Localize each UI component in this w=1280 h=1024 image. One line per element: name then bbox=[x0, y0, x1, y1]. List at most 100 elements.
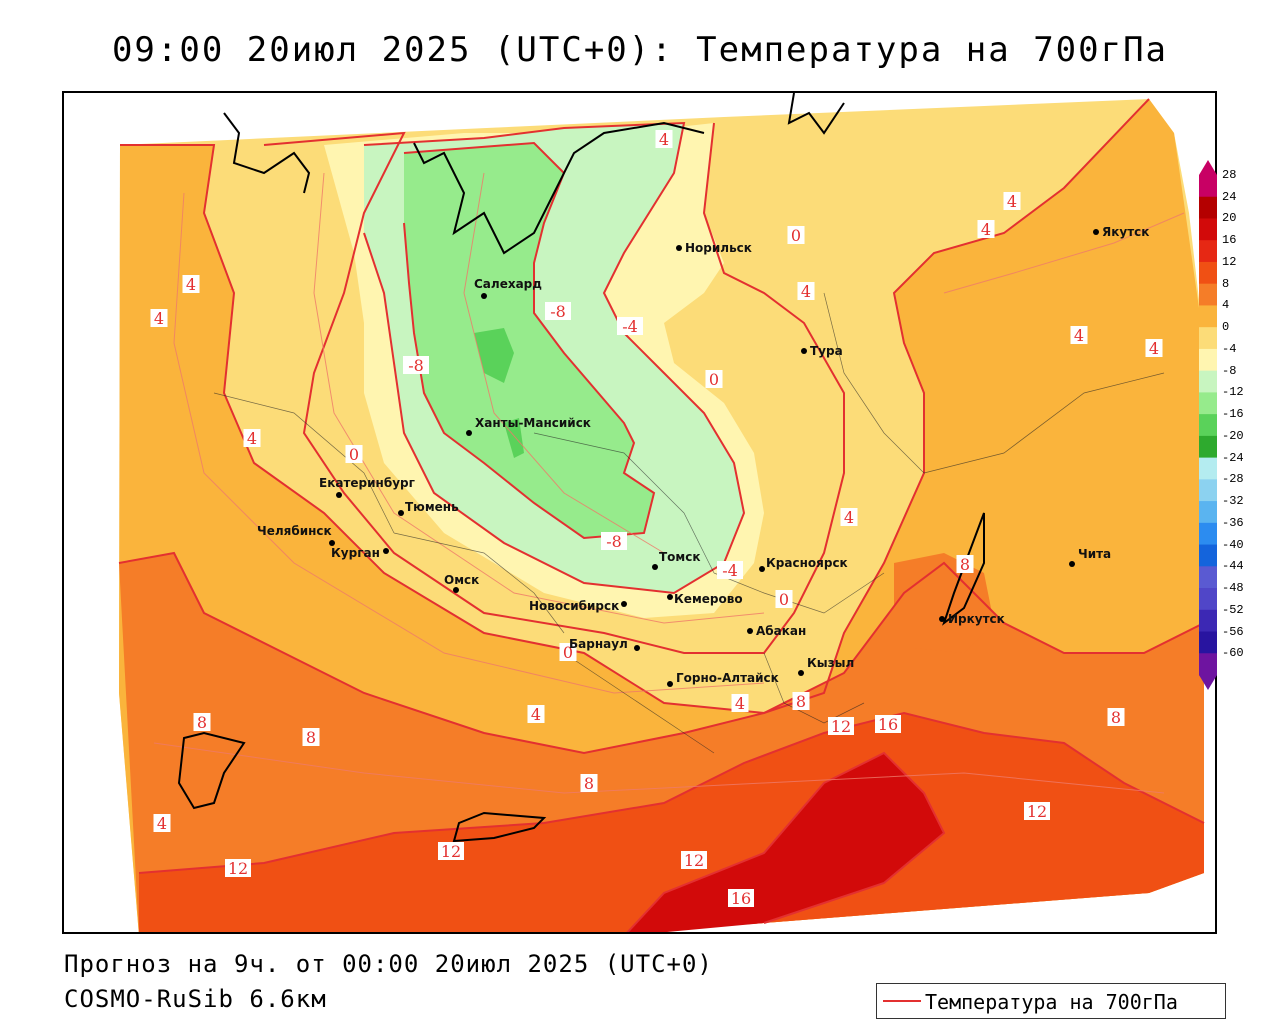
admin-borders bbox=[213, 292, 1165, 754]
city-marker: Екатеринбург bbox=[319, 476, 415, 498]
colorbar-swatch bbox=[1199, 370, 1217, 393]
colorbar-tick-label: -8 bbox=[1222, 363, 1237, 378]
colorbar-swatch bbox=[1199, 392, 1217, 415]
colorbar-top-arrow bbox=[1199, 160, 1217, 175]
city-name: Барнаул bbox=[569, 637, 628, 651]
colorbar-tick-label: 8 bbox=[1222, 276, 1230, 291]
city-marker: Чита bbox=[1069, 547, 1111, 567]
isotherm-value: 8 bbox=[306, 728, 316, 747]
city-name: Курган bbox=[331, 546, 380, 560]
city-dot bbox=[676, 245, 682, 251]
isotherm-label-bg bbox=[681, 851, 707, 869]
isotherm-value: -8 bbox=[408, 356, 424, 375]
isotherm-value: -4 bbox=[722, 561, 738, 580]
zone-12-16 bbox=[139, 713, 1204, 932]
city-dot bbox=[1093, 229, 1099, 235]
city-marker: Абакан bbox=[747, 624, 806, 638]
zone-16-20 bbox=[627, 753, 944, 932]
colorbar-tick-label: 24 bbox=[1222, 189, 1237, 204]
city-dot bbox=[383, 548, 389, 554]
city-name: Кызыл bbox=[807, 656, 854, 670]
city-dot bbox=[336, 492, 342, 498]
city-marker: Иркутск bbox=[939, 612, 1005, 626]
isotherm-label-bg bbox=[1024, 802, 1050, 820]
colorbar-tick-label: -20 bbox=[1222, 428, 1244, 443]
city-marker: Омск bbox=[444, 573, 479, 593]
forecast-caption: Прогноз на 9ч. от 00:00 20июл 2025 (UTC+… bbox=[64, 950, 713, 978]
city-name: Горно-Алтайск bbox=[676, 671, 779, 685]
city-marker: Барнаул bbox=[569, 637, 640, 651]
isotherm-label: 0 bbox=[705, 370, 723, 389]
isotherm-label: 4 bbox=[655, 130, 673, 149]
isotherm-label-bg bbox=[875, 715, 901, 733]
city-name: Красноярск bbox=[766, 556, 848, 570]
city-dot bbox=[329, 540, 335, 546]
city-name: Якутск bbox=[1102, 225, 1149, 239]
isotherm-label: 12 bbox=[828, 717, 854, 736]
colorbar bbox=[1199, 160, 1217, 690]
isotherm-label: 4 bbox=[1145, 339, 1163, 358]
isotherm-label-bg bbox=[1107, 708, 1125, 726]
colorbar-tick-label: -56 bbox=[1222, 624, 1244, 639]
isotherm-label-bg bbox=[797, 282, 815, 300]
isotherm-label: 0 bbox=[775, 590, 793, 609]
colorbar-tick-label: -36 bbox=[1222, 515, 1244, 530]
isotherm-label: 4 bbox=[797, 282, 815, 301]
isotherm-label-bg bbox=[150, 309, 168, 327]
city-marker: Курган bbox=[331, 546, 389, 560]
city-name: Челябинск bbox=[257, 524, 332, 538]
isotherm-label: 8 bbox=[792, 692, 810, 711]
isotherm-label-bg bbox=[559, 643, 577, 661]
city-dot bbox=[939, 616, 945, 622]
colorbar-tick-label: 28 bbox=[1222, 168, 1237, 182]
city-name: Норильск bbox=[685, 241, 752, 255]
isotherm-value: 0 bbox=[563, 643, 573, 662]
legend-label: Температура на 700гПа bbox=[925, 990, 1178, 1014]
isotherm-label-bg bbox=[828, 717, 854, 735]
colorbar-swatch bbox=[1199, 261, 1217, 285]
isotherm-label: 4 bbox=[977, 220, 995, 239]
colorbar-swatch bbox=[1199, 479, 1217, 502]
isotherm-label-bg bbox=[775, 590, 793, 608]
isotherm-value: 4 bbox=[154, 309, 164, 328]
isotherm-label: -4 bbox=[717, 561, 743, 580]
isotherm-value: 4 bbox=[157, 814, 167, 833]
city-name: Салехард bbox=[474, 277, 542, 291]
isotherm-value: -4 bbox=[622, 317, 638, 336]
isotherm-label: 12 bbox=[1024, 802, 1050, 821]
isotherm-label-bg bbox=[403, 356, 429, 374]
isotherm-value: 4 bbox=[186, 275, 196, 294]
colorbar-swatch bbox=[1199, 240, 1217, 263]
isotherm-label: 12 bbox=[681, 851, 707, 870]
colorbar-tick-label: -12 bbox=[1222, 385, 1244, 400]
isotherm-label: -8 bbox=[545, 302, 571, 321]
isotherm-label: 8 bbox=[193, 713, 211, 732]
zone-minus16-minus12-b bbox=[504, 418, 524, 458]
city-dot bbox=[481, 293, 487, 299]
isotherm-label-bg bbox=[601, 532, 627, 550]
colorbar-swatch bbox=[1199, 522, 1217, 546]
isotherm-value: -8 bbox=[550, 302, 566, 321]
zone-8-irkutsk bbox=[894, 553, 994, 653]
city-dot bbox=[667, 681, 673, 687]
isotherm-value: 16 bbox=[731, 889, 751, 908]
isotherm-label: 8 bbox=[1107, 708, 1125, 727]
colorbar-swatch bbox=[1199, 457, 1217, 480]
colorbar-swatch bbox=[1199, 544, 1217, 567]
isotherm-label-bg bbox=[787, 226, 805, 244]
isotherm-value: 0 bbox=[791, 226, 801, 245]
colorbar-tick-label: -28 bbox=[1222, 472, 1244, 487]
isotherm-value: 4 bbox=[981, 220, 991, 239]
isotherm-value: 8 bbox=[197, 713, 207, 732]
colorbar-tick-label: -60 bbox=[1222, 646, 1244, 661]
map-title: 09:00 20июл 2025 (UTC+0): Температура на… bbox=[111, 30, 1169, 70]
legend: Температура на 700гПа bbox=[876, 983, 1226, 1019]
isotherm-label: 16 bbox=[875, 715, 901, 734]
coastlines bbox=[177, 93, 985, 843]
colorbar-swatch bbox=[1199, 501, 1217, 524]
isotherm-label-bg bbox=[1070, 326, 1088, 344]
colorbar-swatch bbox=[1199, 196, 1217, 219]
colorbar-tick-label: -32 bbox=[1222, 494, 1244, 509]
colorbar-swatches bbox=[1199, 160, 1217, 690]
